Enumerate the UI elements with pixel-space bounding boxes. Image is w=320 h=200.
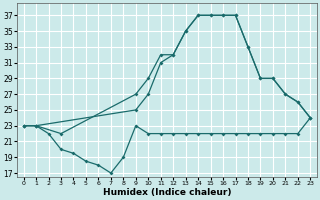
- X-axis label: Humidex (Indice chaleur): Humidex (Indice chaleur): [103, 188, 231, 197]
